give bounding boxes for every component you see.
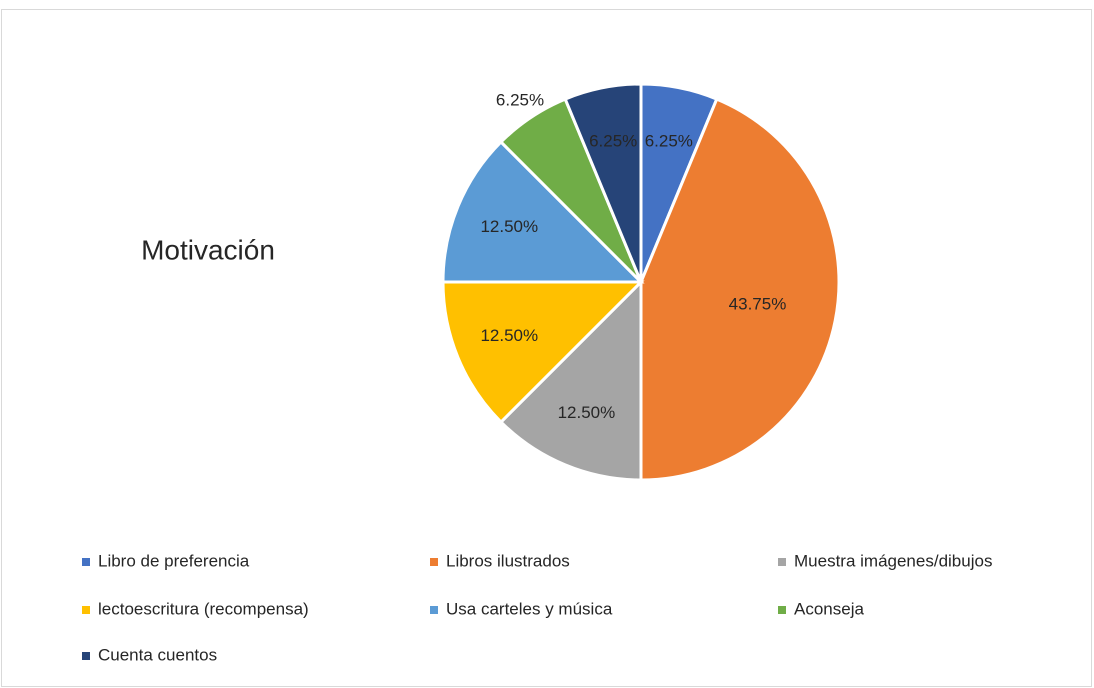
legend-swatch bbox=[778, 606, 786, 614]
legend-swatch bbox=[82, 606, 90, 614]
legend-swatch bbox=[778, 558, 786, 566]
pie-slice bbox=[563, 82, 643, 283]
legend-label: Muestra imágenes/dibujos bbox=[794, 551, 992, 570]
legend-swatch bbox=[82, 558, 90, 566]
legend-label: Libro de preferencia bbox=[98, 551, 250, 570]
legend-swatch bbox=[430, 558, 438, 566]
legend-label: Usa carteles y música bbox=[446, 599, 613, 618]
data-label: 6.25% bbox=[645, 132, 693, 151]
data-label: 43.75% bbox=[729, 295, 787, 314]
pie-slice bbox=[441, 139, 645, 284]
pie-slice bbox=[498, 278, 643, 482]
pie-slice bbox=[441, 280, 645, 425]
legend-swatch bbox=[430, 606, 438, 614]
data-label: 12.50% bbox=[558, 403, 616, 422]
chart-title: Motivación bbox=[141, 234, 275, 265]
legend-label: Libros ilustrados bbox=[446, 551, 570, 570]
data-label: 12.50% bbox=[480, 217, 538, 236]
legend-label: lectoescritura (recompensa) bbox=[98, 599, 309, 618]
legend-label: Cuenta cuentos bbox=[98, 645, 217, 664]
data-label: 6.25% bbox=[589, 132, 637, 151]
pie-slice bbox=[639, 97, 841, 482]
data-label: 12.50% bbox=[480, 326, 538, 345]
legend-swatch bbox=[82, 652, 90, 660]
legend-label: Aconseja bbox=[794, 599, 864, 618]
data-label: 6.25% bbox=[496, 90, 544, 109]
